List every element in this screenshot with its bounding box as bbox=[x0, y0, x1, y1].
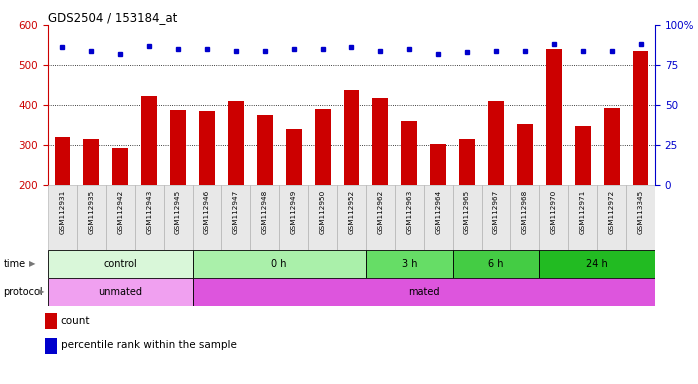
Bar bbox=[337, 185, 366, 250]
Text: GSM112935: GSM112935 bbox=[89, 190, 94, 235]
Bar bbox=[540, 185, 568, 250]
Bar bbox=[373, 98, 388, 185]
Bar bbox=[482, 185, 510, 250]
Bar bbox=[453, 250, 540, 278]
Text: 24 h: 24 h bbox=[586, 259, 608, 269]
Bar bbox=[540, 250, 655, 278]
Bar bbox=[257, 115, 273, 185]
Text: GSM112943: GSM112943 bbox=[146, 190, 152, 235]
Bar bbox=[632, 51, 648, 185]
Bar bbox=[308, 185, 337, 250]
Bar bbox=[135, 185, 163, 250]
Bar bbox=[48, 185, 77, 250]
Text: percentile rank within the sample: percentile rank within the sample bbox=[61, 341, 237, 351]
Bar bbox=[401, 121, 417, 185]
Bar bbox=[453, 185, 482, 250]
Text: GSM112942: GSM112942 bbox=[117, 190, 124, 235]
Text: GSM112972: GSM112972 bbox=[609, 190, 615, 235]
Text: GDS2504 / 153184_at: GDS2504 / 153184_at bbox=[48, 11, 177, 24]
Text: GSM112950: GSM112950 bbox=[320, 190, 325, 235]
Text: GSM112947: GSM112947 bbox=[233, 190, 239, 235]
Bar bbox=[251, 185, 279, 250]
Bar bbox=[597, 185, 626, 250]
Bar bbox=[45, 338, 57, 354]
Text: GSM112945: GSM112945 bbox=[175, 190, 181, 235]
Text: control: control bbox=[103, 259, 137, 269]
Text: 0 h: 0 h bbox=[272, 259, 287, 269]
Text: GSM113345: GSM113345 bbox=[637, 190, 644, 235]
Text: GSM112968: GSM112968 bbox=[522, 190, 528, 235]
Text: ▶: ▶ bbox=[29, 260, 36, 268]
Bar bbox=[343, 90, 359, 185]
Bar bbox=[574, 126, 591, 185]
Bar bbox=[626, 185, 655, 250]
Text: GSM112964: GSM112964 bbox=[436, 190, 441, 235]
Bar bbox=[568, 185, 597, 250]
Bar bbox=[459, 139, 475, 185]
Text: unmated: unmated bbox=[98, 287, 142, 297]
Bar bbox=[193, 185, 221, 250]
Bar bbox=[430, 144, 446, 185]
Bar bbox=[141, 96, 157, 185]
Text: GSM112949: GSM112949 bbox=[290, 190, 297, 235]
Text: protocol: protocol bbox=[3, 287, 43, 297]
Bar bbox=[510, 185, 540, 250]
Text: GSM112952: GSM112952 bbox=[348, 190, 355, 235]
Text: GSM112962: GSM112962 bbox=[378, 190, 383, 235]
Bar bbox=[366, 185, 395, 250]
Text: GSM112971: GSM112971 bbox=[580, 190, 586, 235]
Bar bbox=[170, 110, 186, 185]
Bar bbox=[54, 137, 70, 185]
Text: GSM112946: GSM112946 bbox=[204, 190, 210, 235]
Text: GSM112967: GSM112967 bbox=[493, 190, 499, 235]
Bar bbox=[45, 313, 57, 328]
Bar bbox=[48, 278, 193, 306]
Bar bbox=[228, 101, 244, 185]
Text: GSM112970: GSM112970 bbox=[551, 190, 557, 235]
Text: GSM112963: GSM112963 bbox=[406, 190, 413, 235]
Bar bbox=[112, 148, 128, 185]
Text: time: time bbox=[3, 259, 26, 269]
Bar bbox=[193, 250, 366, 278]
Text: 6 h: 6 h bbox=[489, 259, 504, 269]
Text: count: count bbox=[61, 316, 90, 326]
Bar bbox=[546, 49, 562, 185]
Bar bbox=[106, 185, 135, 250]
Text: ▶: ▶ bbox=[38, 288, 45, 296]
Bar bbox=[163, 185, 193, 250]
Text: 3 h: 3 h bbox=[401, 259, 417, 269]
Text: GSM112931: GSM112931 bbox=[59, 190, 66, 235]
Bar bbox=[285, 129, 302, 185]
Bar bbox=[424, 185, 453, 250]
Text: GSM112965: GSM112965 bbox=[464, 190, 470, 235]
Bar bbox=[366, 250, 453, 278]
Text: GSM112948: GSM112948 bbox=[262, 190, 268, 235]
Bar bbox=[77, 185, 106, 250]
Bar bbox=[83, 139, 99, 185]
Bar bbox=[604, 108, 620, 185]
Bar bbox=[199, 111, 215, 185]
Bar bbox=[395, 185, 424, 250]
Bar bbox=[488, 101, 504, 185]
Bar bbox=[517, 124, 533, 185]
Bar bbox=[315, 109, 331, 185]
Bar bbox=[193, 278, 655, 306]
Bar bbox=[221, 185, 251, 250]
Bar bbox=[48, 250, 193, 278]
Bar bbox=[279, 185, 308, 250]
Text: mated: mated bbox=[408, 287, 440, 297]
